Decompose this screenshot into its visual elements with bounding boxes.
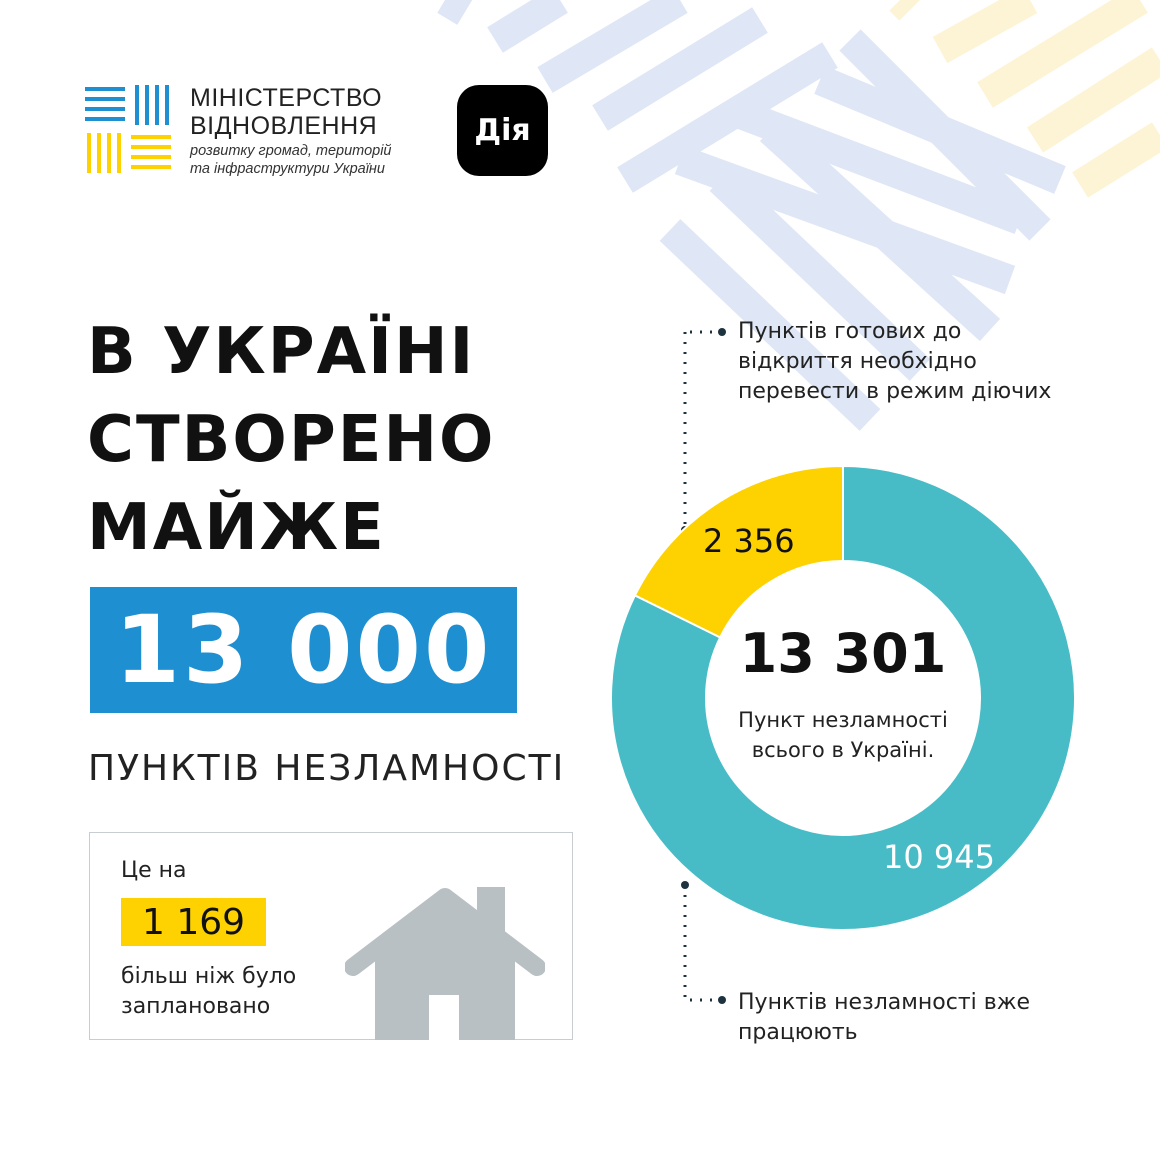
big-number: 13 000: [90, 587, 517, 713]
donut-center-label-line1: Пункт незламності: [738, 708, 948, 732]
ministry-name: МІНІСТЕРСТВО ВІДНОВЛЕННЯ: [190, 84, 382, 140]
ministry-subtitle: розвитку громад, територій та інфраструк…: [190, 142, 392, 178]
donut-slice-ready: [633, 464, 844, 639]
card-text-2b: заплановано: [121, 994, 271, 1019]
donut-center-label-line2: всього в Україні.: [751, 738, 935, 762]
card-text-2: більш ніж було заплановано: [121, 962, 296, 1022]
donut-chart: [610, 464, 1076, 931]
annotation-bottom-line2: працюють: [738, 1020, 858, 1045]
card-text-1: Це на: [121, 858, 187, 883]
annotation-top-line1: Пунктів готових до: [738, 319, 962, 344]
annotation-top: Пунктів готових до відкриття необхідно п…: [738, 317, 1051, 407]
annotation-top-line3: перевести в режим діючих: [738, 379, 1052, 404]
headline-line3: МАЙЖЕ: [87, 491, 386, 565]
info-card: [89, 832, 573, 1040]
card-text-2a: більш ніж було: [121, 964, 297, 989]
headline: В УКРАЇНІ СТВОРЕНО МАЙЖЕ: [87, 308, 495, 572]
slice-label-working: 10 945: [883, 838, 995, 876]
headline-line1: В УКРАЇНІ: [87, 315, 476, 389]
slice-label-ready: 2 356: [703, 522, 795, 560]
diia-logo: Дія: [457, 85, 548, 176]
donut-total: 13 301: [739, 622, 947, 685]
donut-center-label: Пункт незламності всього в Україні.: [693, 705, 993, 765]
ministry-name-line2: ВІДНОВЛЕННЯ: [190, 112, 378, 140]
house-icon: [345, 887, 545, 1040]
headline-subtitle: ПУНКТІВ НЕЗЛАМНОСТІ: [88, 748, 566, 789]
ministry-name-line1: МІНІСТЕРСТВО: [190, 84, 383, 112]
ministry-sub-line1: розвитку громад, територій: [190, 143, 392, 159]
ministry-logo: [85, 85, 171, 173]
headline-line2: СТВОРЕНО: [87, 403, 496, 477]
ministry-sub-line2: та інфраструктури України: [190, 161, 385, 177]
annotation-top-line2: відкриття необхідно: [738, 349, 977, 374]
annotation-bottom: Пунктів незламності вже працюють: [738, 988, 1030, 1048]
card-number: 1 169: [121, 898, 266, 946]
annotation-bottom-line1: Пунктів незламності вже: [738, 990, 1031, 1015]
donut-slice-working: [610, 464, 1076, 931]
